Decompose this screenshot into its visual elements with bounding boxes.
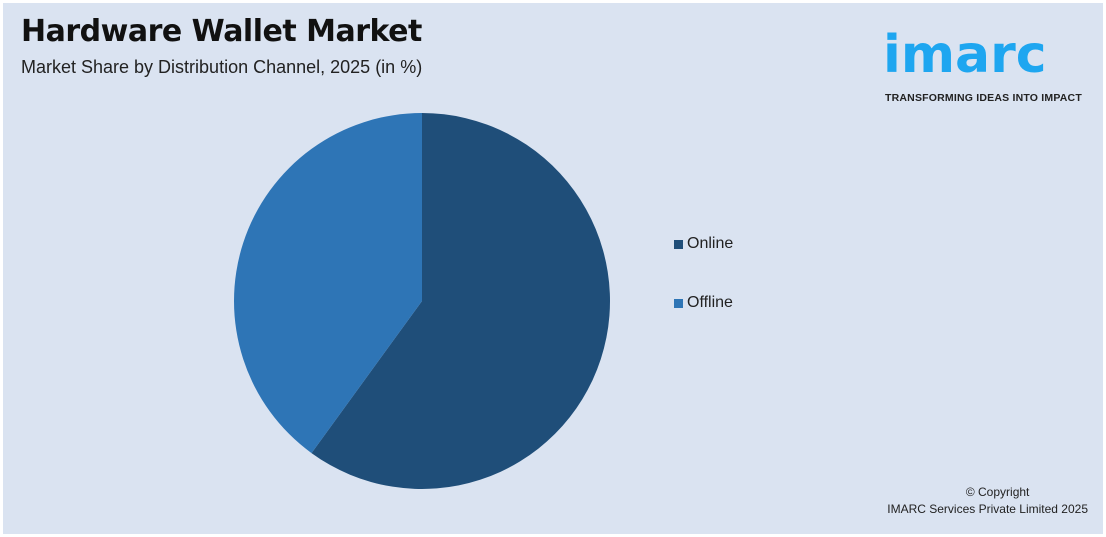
logo-wordmark: imarc [883, 28, 1047, 82]
imarc-logo: imarc TRANSFORMING IDEAS INTO IMPACT [883, 8, 1095, 108]
legend-label-offline: Offline [687, 294, 733, 311]
copyright: © Copyright IMARC Services Private Limit… [887, 484, 1088, 518]
legend-item-online: Online [674, 234, 733, 254]
pie-slice-offline [234, 113, 422, 454]
copyright-company: IMARC Services Private Limited 2025 [887, 502, 1088, 516]
copyright-label: © Copyright [965, 485, 1030, 499]
legend-swatch-online [674, 239, 683, 249]
chart-subtitle: Market Share by Distribution Channel, 20… [21, 57, 423, 77]
pie-slice-online [311, 113, 611, 489]
chart-title: Hardware Wallet Market [21, 14, 422, 49]
legend-swatch-offline [674, 298, 683, 308]
legend-item-offline: Offline [674, 293, 733, 313]
legend-label-online: Online [687, 235, 734, 252]
logo-tagline: TRANSFORMING IDEAS INTO IMPACT [885, 92, 1082, 104]
